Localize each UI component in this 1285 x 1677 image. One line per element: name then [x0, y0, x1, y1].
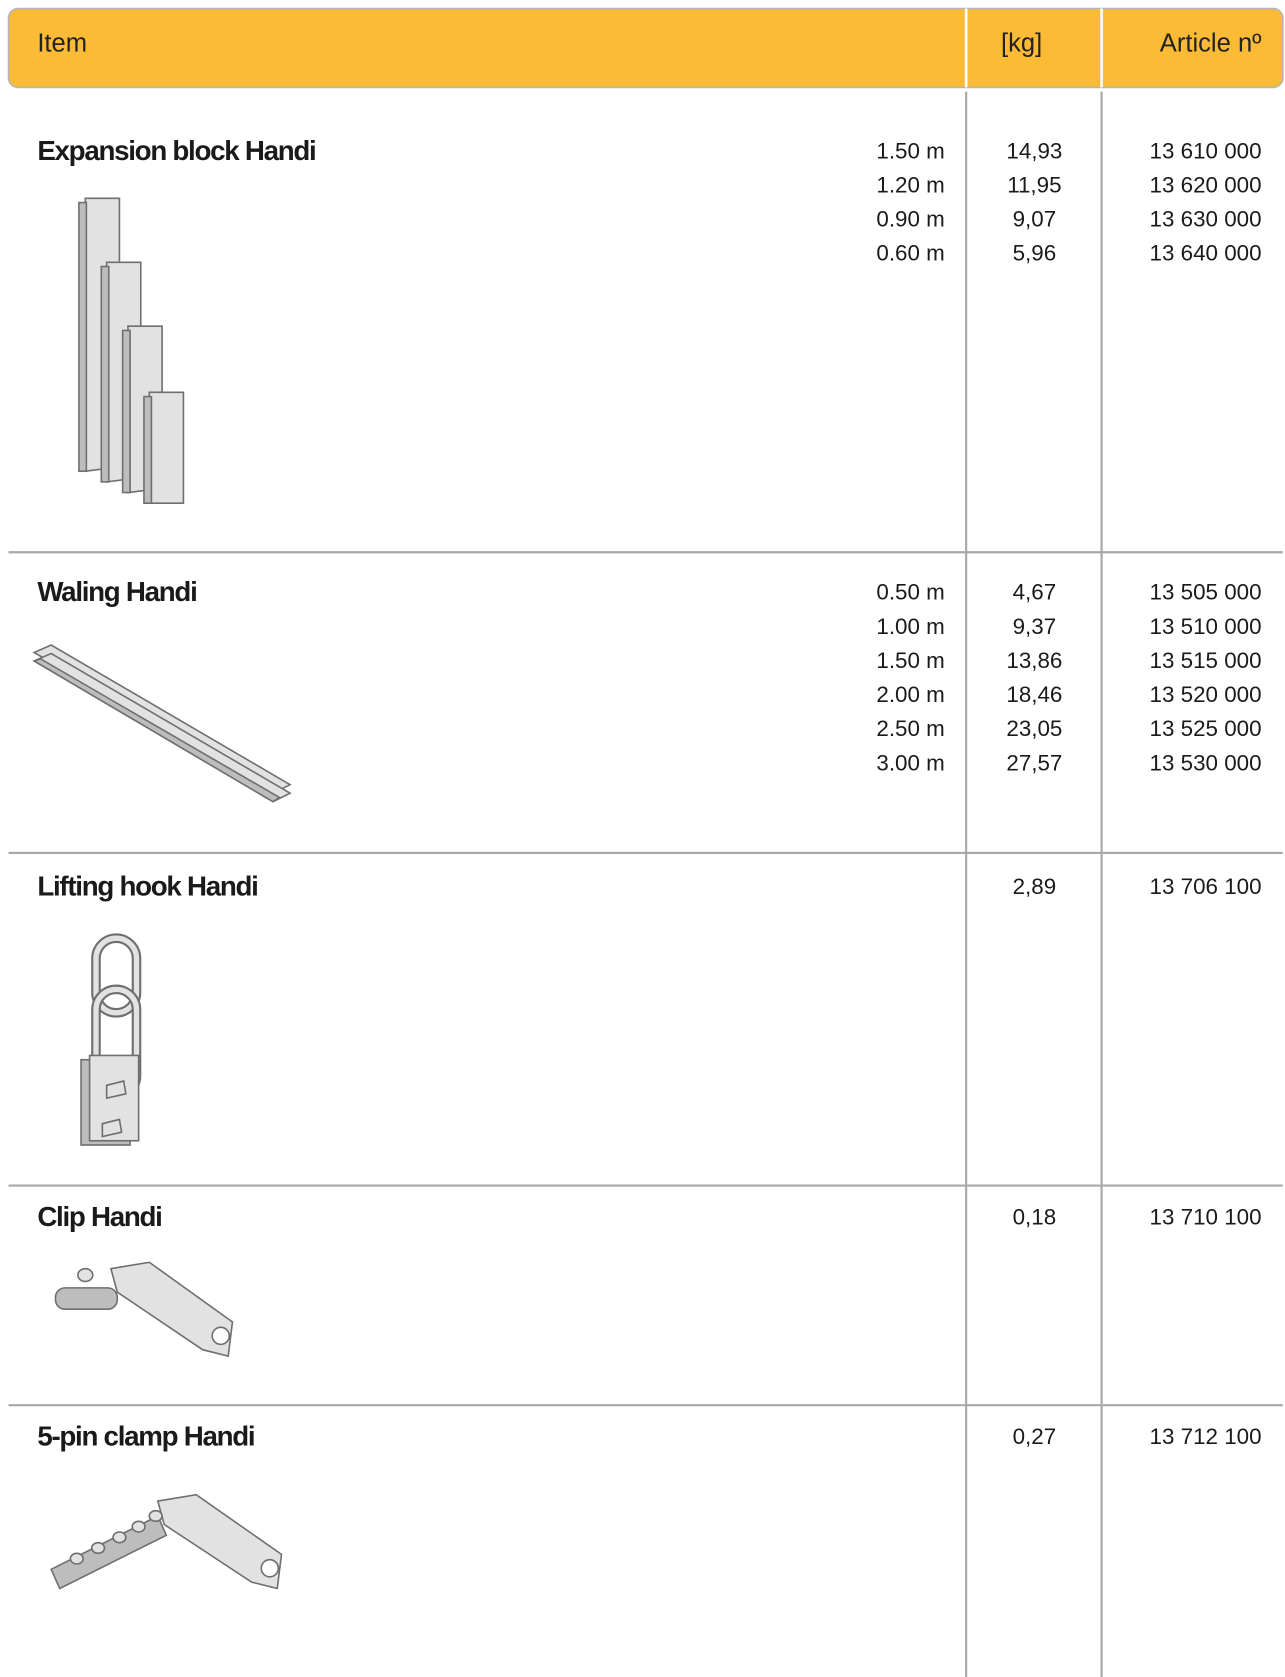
length: 1.00 m	[876, 614, 944, 639]
weight: 14,93	[1006, 138, 1062, 163]
article-number: 13 510 000	[1150, 614, 1262, 639]
weight: 5,96	[1013, 241, 1057, 266]
weight: 4,67	[1013, 580, 1057, 605]
length: 1.50 m	[876, 648, 944, 673]
grid	[8, 91, 1283, 1677]
article-number: 13 530 000	[1150, 750, 1262, 775]
article-number: 13 610 000	[1150, 138, 1262, 163]
weight: 9,07	[1013, 207, 1057, 232]
weight: 13,86	[1006, 648, 1062, 673]
weight: 2,89	[1013, 874, 1057, 899]
weight: 0,27	[1013, 1424, 1057, 1449]
lifting-hook-illustration	[80, 933, 142, 1146]
length: 1.50 m	[876, 138, 944, 163]
article-number: 13 505 000	[1150, 580, 1262, 605]
item-name: Expansion block Handi	[37, 135, 315, 166]
weight: 0,18	[1013, 1204, 1057, 1229]
article-number: 13 710 100	[1150, 1204, 1262, 1229]
clip-illustration	[54, 1261, 234, 1358]
weight: 23,05	[1006, 716, 1062, 741]
header-article: Article nº	[1160, 30, 1262, 58]
length: 2.50 m	[876, 716, 944, 741]
item-name: Lifting hook Handi	[37, 870, 257, 901]
header-bar	[7, 7, 1284, 89]
length: 2.00 m	[876, 682, 944, 707]
weight: 11,95	[1007, 172, 1061, 197]
weight: 18,46	[1006, 682, 1062, 707]
weight: 27,57	[1006, 750, 1062, 775]
article-number: 13 620 000	[1150, 172, 1262, 197]
article-number: 13 520 000	[1150, 682, 1262, 707]
item-name: Clip Handi	[37, 1201, 161, 1232]
item-name: 5-pin clamp Handi	[37, 1421, 254, 1452]
article-number: 13 712 100	[1150, 1424, 1262, 1449]
weight: 9,37	[1013, 614, 1057, 639]
article-number: 13 706 100	[1150, 874, 1262, 899]
length: 1.20 m	[876, 172, 944, 197]
length: 0.90 m	[876, 207, 944, 232]
article-number: 13 525 000	[1150, 716, 1262, 741]
length: 0.60 m	[876, 241, 944, 266]
header-item: Item	[37, 30, 87, 58]
expansion-block-illustration	[78, 197, 185, 505]
item-name: Waling Handi	[37, 576, 196, 607]
header-weight: [kg]	[1001, 30, 1042, 58]
length: 3.00 m	[876, 750, 944, 775]
length: 0.50 m	[876, 580, 944, 605]
article-number: 13 630 000	[1150, 207, 1262, 232]
article-number: 13 515 000	[1150, 648, 1262, 673]
waling-illustration	[32, 644, 292, 803]
article-number: 13 640 000	[1150, 241, 1262, 266]
table-header: Item [kg] Article nº	[7, 7, 1284, 89]
pin-clamp-illustration	[50, 1493, 283, 1590]
